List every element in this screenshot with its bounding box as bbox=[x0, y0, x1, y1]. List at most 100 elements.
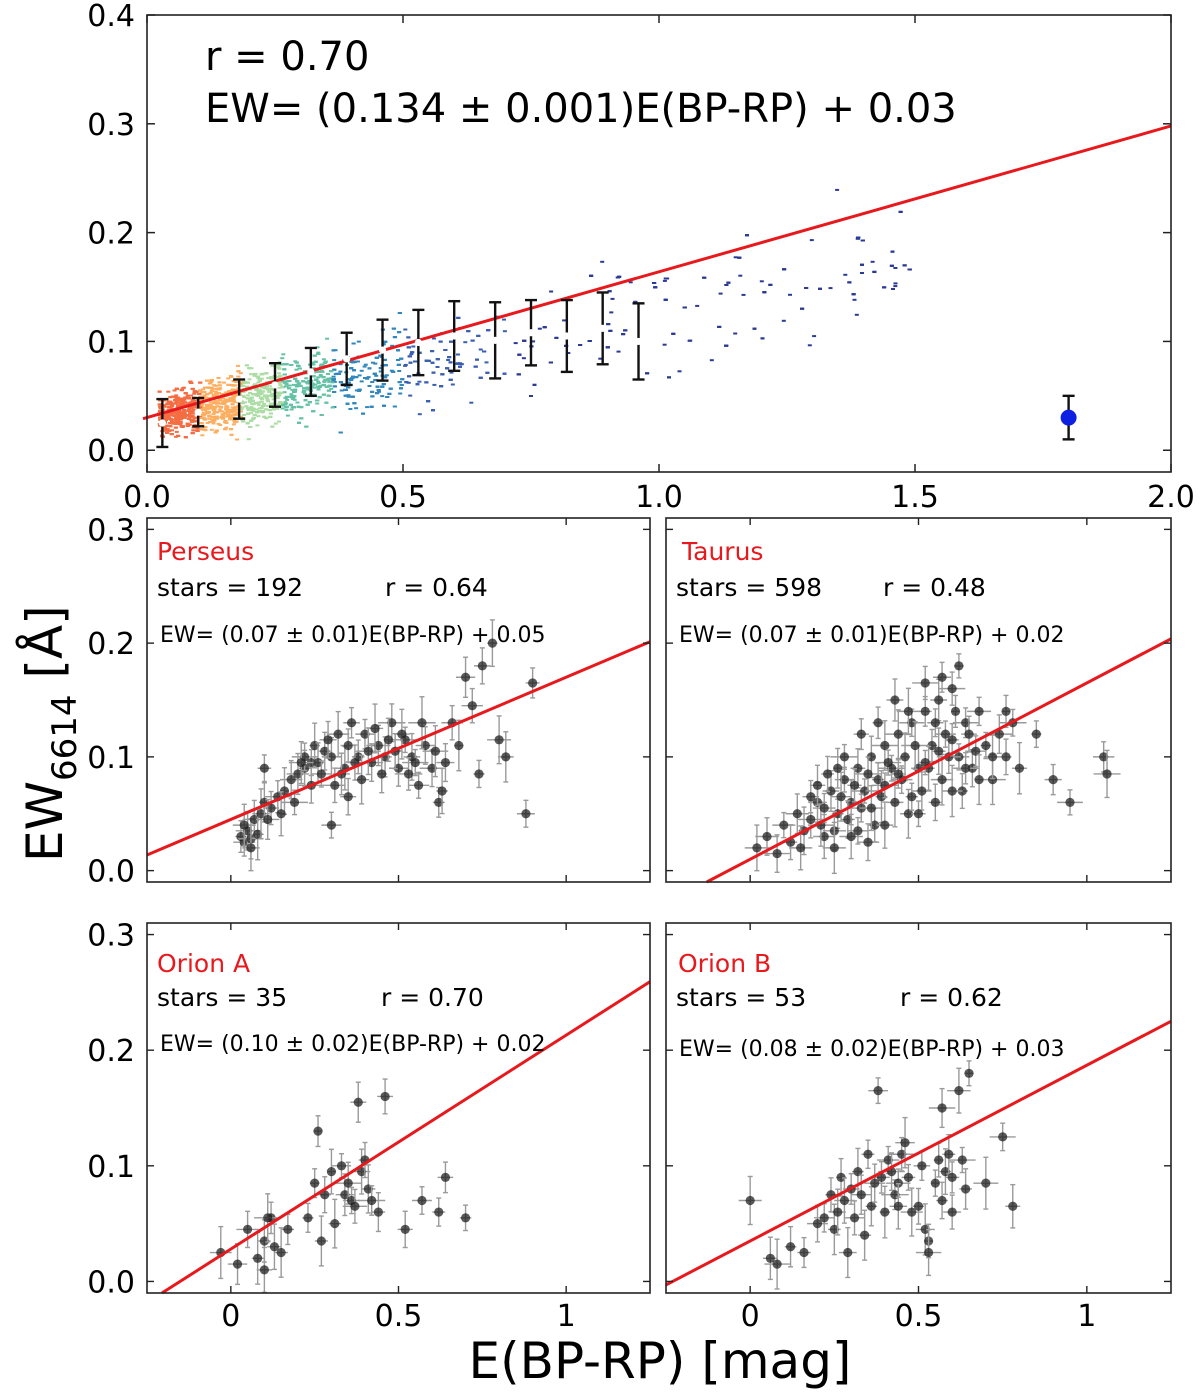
data-point bbox=[964, 1068, 974, 1078]
density-bin bbox=[292, 395, 297, 398]
density-bin bbox=[246, 412, 251, 415]
data-point bbox=[994, 729, 1004, 739]
data-point bbox=[437, 786, 447, 796]
axis-ticks: 0 0.5 1 bbox=[666, 923, 1171, 1334]
density-bin bbox=[174, 430, 179, 433]
density-bin bbox=[346, 394, 351, 397]
data-point bbox=[487, 638, 497, 648]
density-bin bbox=[168, 422, 173, 424]
density-bin bbox=[663, 298, 668, 301]
data-point bbox=[427, 763, 437, 773]
density-bin bbox=[667, 376, 671, 379]
density-bin bbox=[201, 428, 206, 431]
data-point bbox=[860, 1230, 870, 1240]
density-bin bbox=[158, 406, 163, 409]
x-tick-label: 0.5 bbox=[379, 480, 427, 515]
density-bin bbox=[323, 360, 328, 363]
density-bin bbox=[374, 374, 379, 377]
density-bin bbox=[373, 379, 378, 382]
density-bin bbox=[234, 393, 239, 396]
density-bin bbox=[663, 277, 668, 280]
density-bin bbox=[223, 400, 228, 403]
data-point bbox=[370, 723, 380, 734]
density-bin bbox=[166, 405, 171, 408]
density-bin bbox=[295, 380, 300, 383]
density-bin bbox=[448, 378, 453, 381]
density-bin bbox=[435, 366, 440, 368]
panel-orion-b: 0 0.5 1 Orion B stars = 53 r = 0.62 EW= (0… bbox=[665, 922, 1172, 1334]
density-bin bbox=[223, 428, 228, 431]
density-bin bbox=[218, 424, 223, 426]
density-bin bbox=[280, 386, 285, 389]
density-bin bbox=[605, 346, 610, 349]
density-bin bbox=[213, 400, 218, 403]
density-bin bbox=[284, 385, 289, 388]
density-bin bbox=[277, 394, 281, 397]
density-bin bbox=[314, 370, 319, 373]
density-bin bbox=[172, 411, 177, 414]
density-bin bbox=[476, 334, 481, 337]
density-bin bbox=[211, 415, 216, 418]
data-point bbox=[843, 814, 853, 825]
axis-ticks: 0.0 0.5 1.0 1.5 2.0 0.0 0.1 0.2 0.3 0.4 bbox=[87, 0, 1195, 515]
density-bin bbox=[251, 393, 256, 396]
density-bin bbox=[166, 390, 171, 393]
density-bin bbox=[193, 416, 198, 419]
density-bin bbox=[346, 395, 351, 398]
density-bin bbox=[192, 410, 197, 413]
density-bin bbox=[737, 256, 742, 259]
density-bin bbox=[403, 328, 408, 331]
density-bin bbox=[315, 402, 320, 405]
data-point bbox=[286, 775, 296, 785]
density-bin bbox=[209, 389, 214, 392]
density-bin bbox=[251, 416, 256, 419]
density-bin bbox=[382, 358, 387, 361]
density-bin bbox=[270, 425, 275, 428]
data-point bbox=[796, 843, 806, 853]
data-point bbox=[323, 735, 333, 745]
density-bin bbox=[302, 387, 307, 390]
data-point bbox=[528, 678, 538, 688]
density-bin bbox=[427, 359, 431, 362]
density-bin bbox=[214, 429, 219, 432]
density-bin bbox=[482, 350, 487, 353]
data-point bbox=[239, 820, 249, 830]
data-point bbox=[829, 843, 839, 853]
data-point bbox=[440, 757, 451, 768]
data-point bbox=[853, 1166, 863, 1177]
density-bin bbox=[338, 370, 343, 373]
density-bin bbox=[305, 403, 310, 406]
data-point bbox=[259, 763, 269, 773]
y-axis-label-unit: [Å] bbox=[16, 605, 74, 694]
density-bin bbox=[283, 401, 288, 404]
panel-taurus: Taurus stars = 598 r = 0.48 EW= (0.07 ± … bbox=[665, 517, 1172, 884]
density-bin bbox=[296, 382, 301, 385]
density-bin bbox=[219, 406, 223, 409]
density-bin bbox=[782, 268, 787, 271]
x-tick-label: 1 bbox=[557, 1299, 576, 1334]
data-point bbox=[934, 1155, 944, 1165]
density-bin bbox=[211, 420, 216, 423]
density-bin bbox=[319, 375, 324, 378]
data-point bbox=[467, 701, 477, 711]
density-bin bbox=[184, 414, 189, 416]
stars-count: stars = 53 bbox=[676, 983, 806, 1012]
density-bin bbox=[291, 383, 296, 386]
y-tick-label: 0.1 bbox=[87, 741, 135, 776]
density-bin bbox=[352, 402, 357, 405]
density-bin bbox=[326, 378, 331, 381]
density-bin bbox=[189, 394, 193, 397]
density-bin bbox=[671, 332, 676, 335]
data-point bbox=[940, 729, 951, 739]
density-bin bbox=[212, 411, 217, 414]
data-point bbox=[947, 1172, 957, 1182]
density-bin bbox=[217, 399, 222, 402]
fit-line bbox=[665, 1019, 1172, 1287]
data-point bbox=[981, 740, 991, 751]
data-point bbox=[276, 1247, 286, 1258]
density-bin bbox=[458, 365, 462, 368]
density-bin bbox=[324, 385, 329, 388]
density-bin bbox=[478, 348, 483, 351]
density-bin bbox=[241, 402, 245, 405]
density-bin bbox=[327, 384, 332, 387]
